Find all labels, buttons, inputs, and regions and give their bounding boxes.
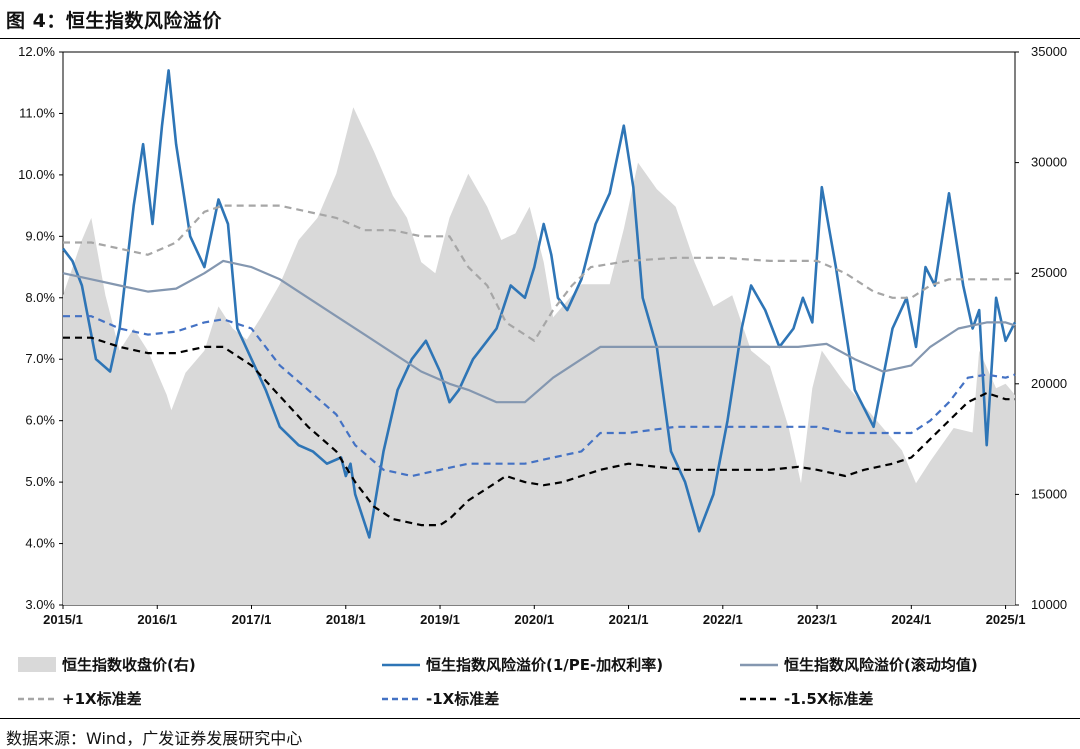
line-layer (61, 69, 1017, 539)
x-tick-label: 2021/1 (609, 612, 649, 627)
data-source: 数据来源：Wind，广发证券发展研究中心 (6, 729, 303, 748)
x-tick-label: 2016/1 (137, 612, 177, 627)
y-left-tick-label: 11.0% (19, 105, 55, 120)
x-tick-label: 2020/1 (514, 612, 554, 627)
y-right-tick-label: 20000 (1031, 376, 1067, 391)
x-tick-label: 2015/1 (43, 612, 83, 627)
x-tick-label: 2019/1 (420, 612, 460, 627)
y-left-tick-label: 6.0% (25, 413, 55, 428)
y-left-tick-label: 3.0% (25, 597, 55, 612)
minus-1-5sd-line (63, 336, 1015, 527)
legend-swatch (18, 657, 56, 672)
legend-label: 恒生指数风险溢价(1/PE-加权利率) (426, 656, 663, 674)
legend-label: +1X标准差 (62, 690, 142, 708)
legend: 恒生指数收盘价(右) 恒生指数风险溢价(1/PE-加权利率) 恒生指数风险溢价(滚动… (18, 656, 978, 708)
area-layer (63, 107, 1015, 606)
x-tick-label: 2017/1 (232, 612, 272, 627)
minus-1sd-line (63, 315, 1016, 478)
title-rule (0, 38, 1080, 39)
x-tick-label: 2022/1 (703, 612, 743, 627)
y-right-tick-label: 10000 (1031, 597, 1067, 612)
index-close-area (63, 107, 1015, 606)
risk-premium-line (61, 69, 1017, 539)
y-left-tick-label: 8.0% (25, 290, 55, 305)
source-rule (0, 718, 1080, 719)
legend-label: -1X标准差 (426, 690, 499, 708)
y-left-tick-label: 10.0% (18, 167, 55, 182)
y-left-tick-label: 12.0% (18, 44, 55, 59)
rolling-mean-line (62, 259, 1016, 404)
x-tick-label: 2024/1 (891, 612, 931, 627)
y-left-tick-label: 9.0% (25, 228, 55, 243)
y-right-tick-label: 30000 (1031, 155, 1067, 170)
legend-label: -1.5X标准差 (784, 690, 873, 708)
x-tick-label: 2025/1 (986, 612, 1026, 627)
y-right-tick-label: 15000 (1031, 486, 1067, 501)
x-tick-label: 2023/1 (797, 612, 837, 627)
y-left-tick-label: 5.0% (25, 474, 55, 489)
plus-1sd-line (63, 204, 1015, 342)
legend-label: 恒生指数收盘价(右) (62, 656, 196, 674)
y-right-tick-label: 35000 (1031, 44, 1067, 59)
x-tick-label: 2018/1 (326, 612, 366, 627)
y-left-tick-label: 4.0% (25, 536, 55, 551)
figure-title: 图 4：恒生指数风险溢价 (6, 10, 222, 32)
axis-layer: 3.0% 4.0% 5.0% 6.0% 7.0% 8.0% 9.0% 10.0% 11.0% 12… (18, 44, 1067, 627)
y-left-tick-label: 7.0% (25, 351, 55, 366)
y-right-tick-label: 25000 (1031, 265, 1067, 280)
legend-label: 恒生指数风险溢价(滚动均值) (784, 656, 978, 674)
